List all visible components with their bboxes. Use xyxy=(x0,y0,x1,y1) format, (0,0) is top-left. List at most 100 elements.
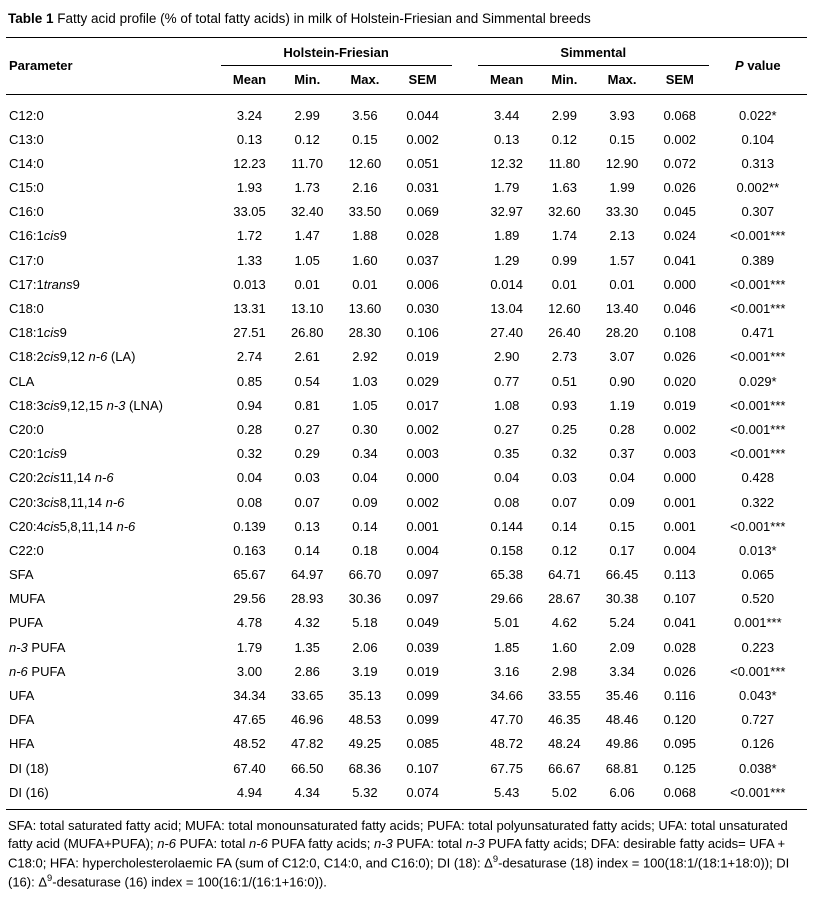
sim-value-cell: 0.93 xyxy=(551,397,578,413)
spacer-cell xyxy=(452,732,478,756)
hf-value-cell: 0.07 xyxy=(294,494,320,510)
sim-value-cell: 2.98 xyxy=(551,663,578,679)
hf-value-cell: 1.73 xyxy=(294,180,320,196)
sim-value-cell: 26.40 xyxy=(548,325,581,341)
parameter-cell: C16:0 xyxy=(9,204,44,220)
pvalue-cell: 0.520 xyxy=(741,591,775,607)
sim-value-cell: 30.38 xyxy=(605,591,639,607)
hf-value-cell: 5.32 xyxy=(352,784,378,800)
table-row: CLA 0.85 0.54 1.03 0.029 0.77 0.51 0.90 0.020 0.0… xyxy=(6,369,807,393)
group-header-simmental: Simmental xyxy=(477,37,709,66)
sim-value-cell: 48.46 xyxy=(605,712,639,728)
hf-value-cell: 1.35 xyxy=(294,639,320,655)
fatty-acid-table: Parameter Holstein-Friesian Simmental P … xyxy=(6,36,807,805)
table-row: SFA 65.67 64.97 66.70 0.097 65.38 64.71 66.45 0.… xyxy=(6,563,807,587)
hf-value-cell: 0.051 xyxy=(406,155,439,171)
hf-value-cell: 33.05 xyxy=(233,204,266,220)
hf-value-cell: 48.53 xyxy=(348,712,382,728)
table-row: C15:0 1.93 1.73 2.16 0.031 1.79 1.63 1.99 0.026 0… xyxy=(6,176,807,200)
spacer-cell xyxy=(452,490,478,514)
spacer-cell xyxy=(452,514,478,538)
hf-value-cell: 0.002 xyxy=(406,494,439,510)
hf-value-cell: 33.65 xyxy=(290,688,324,704)
sim-value-cell: 1.60 xyxy=(551,639,578,655)
hf-value-cell: 0.044 xyxy=(406,107,439,123)
table-row: C18:3cis9,12,15 n-3 (LNA) 0.94 0.81 1.05 0.0… xyxy=(6,393,807,417)
sim-value-cell: 0.068 xyxy=(663,784,697,800)
hf-value-cell: 13.31 xyxy=(233,301,266,317)
sim-value-cell: 0.13 xyxy=(494,131,520,147)
hf-value-cell: 0.12 xyxy=(294,131,320,147)
sim-value-cell: 3.07 xyxy=(609,349,635,365)
hf-value-cell: 0.069 xyxy=(406,204,439,220)
hf-value-cell: 1.60 xyxy=(352,252,378,268)
table-header: Parameter Holstein-Friesian Simmental P … xyxy=(6,37,807,95)
hf-value-cell: 46.96 xyxy=(290,712,324,728)
sim-value-cell: 0.020 xyxy=(663,373,697,389)
hf-value-cell: 0.028 xyxy=(406,228,439,244)
parameter-cell: SFA xyxy=(9,567,34,583)
table-caption: Table 1 Fatty acid profile (% of total f… xyxy=(6,8,807,37)
sim-value-cell: 0.041 xyxy=(663,252,697,268)
table-row: DI (16) 4.94 4.34 5.32 0.074 5.43 5.02 6.06 0.06… xyxy=(6,780,807,804)
sim-value-cell: 0.32 xyxy=(551,446,578,462)
sim-value-cell: 0.15 xyxy=(609,131,635,147)
sim-value-cell: 1.85 xyxy=(494,639,520,655)
sim-value-cell: 1.08 xyxy=(494,397,520,413)
table-row: C20:0 0.28 0.27 0.30 0.002 0.27 0.25 0.28 0.002 <… xyxy=(6,417,807,441)
sim-value-cell: 66.45 xyxy=(605,567,639,583)
hf-value-cell: 2.06 xyxy=(352,639,378,655)
hf-value-cell: 66.50 xyxy=(290,760,324,776)
sim-value-cell: 0.12 xyxy=(551,542,578,558)
sim-value-cell: 0.12 xyxy=(551,131,578,147)
hf-value-cell: 2.16 xyxy=(352,180,378,196)
parameter-cell: C20:4cis5,8,11,14 n-6 xyxy=(9,518,136,534)
sim-value-cell: 49.86 xyxy=(605,736,639,752)
hf-value-cell: 0.04 xyxy=(236,470,263,486)
hf-value-cell: 0.01 xyxy=(294,276,320,292)
pvalue-cell: 0.471 xyxy=(741,325,775,341)
hf-value-cell: 0.04 xyxy=(352,470,378,486)
table-row: MUFA 29.56 28.93 30.36 0.097 29.66 28.67 30.38 0… xyxy=(6,587,807,611)
parameter-cell: HFA xyxy=(9,736,35,752)
hf-value-cell: 0.001 xyxy=(406,518,439,534)
hf-value-cell: 1.33 xyxy=(236,252,263,268)
sim-value-cell: 0.08 xyxy=(494,494,520,510)
sim-value-cell: 48.72 xyxy=(490,736,523,752)
hf-value-cell: 13.60 xyxy=(348,301,382,317)
pvalue-cell: 0.013* xyxy=(739,542,777,558)
spacer-cell xyxy=(452,94,478,127)
table-row: PUFA 4.78 4.32 5.18 0.049 5.01 4.62 5.24 0.041 0.… xyxy=(6,611,807,635)
table-row: C22:0 0.163 0.14 0.18 0.004 0.158 0.12 0.17 0.00… xyxy=(6,538,807,562)
sim-value-cell: 0.045 xyxy=(663,204,697,220)
hf-value-cell: 12.23 xyxy=(233,155,266,171)
sim-value-cell: 0.028 xyxy=(663,639,697,655)
spacer-cell xyxy=(452,200,478,224)
hf-value-cell: 1.93 xyxy=(236,180,263,196)
hf-value-cell: 0.14 xyxy=(352,518,378,534)
spacer-cell xyxy=(452,659,478,683)
parameter-cell: MUFA xyxy=(9,591,46,607)
sim-value-cell: 27.40 xyxy=(490,325,523,341)
subheader-hf-max: Max. xyxy=(336,65,394,95)
sim-value-cell: 3.16 xyxy=(494,663,520,679)
sim-value-cell: 0.37 xyxy=(609,446,635,462)
sim-value-cell: 11.80 xyxy=(548,155,581,171)
hf-value-cell: 1.79 xyxy=(236,639,263,655)
sim-value-cell: 47.70 xyxy=(490,712,523,728)
spacer-cell xyxy=(452,393,478,417)
hf-value-cell: 1.05 xyxy=(294,252,320,268)
table-row: C20:3cis8,11,14 n-6 0.08 0.07 0.09 0.002 0.08… xyxy=(6,490,807,514)
pvalue-cell: <0.001*** xyxy=(730,397,786,413)
sim-value-cell: 0.041 xyxy=(663,615,697,631)
sim-value-cell: 35.46 xyxy=(605,688,639,704)
hf-value-cell: 49.25 xyxy=(348,736,382,752)
parameter-cell: C20:3cis8,11,14 n-6 xyxy=(9,494,125,510)
sim-value-cell: 0.024 xyxy=(663,228,697,244)
sim-value-cell: 0.77 xyxy=(494,373,520,389)
hf-value-cell: 0.099 xyxy=(406,688,439,704)
hf-value-cell: 0.019 xyxy=(406,663,439,679)
table-row: DI (18) 67.40 66.50 68.36 0.107 67.75 66.67 68.… xyxy=(6,756,807,780)
pvalue-cell: <0.001*** xyxy=(730,518,786,534)
